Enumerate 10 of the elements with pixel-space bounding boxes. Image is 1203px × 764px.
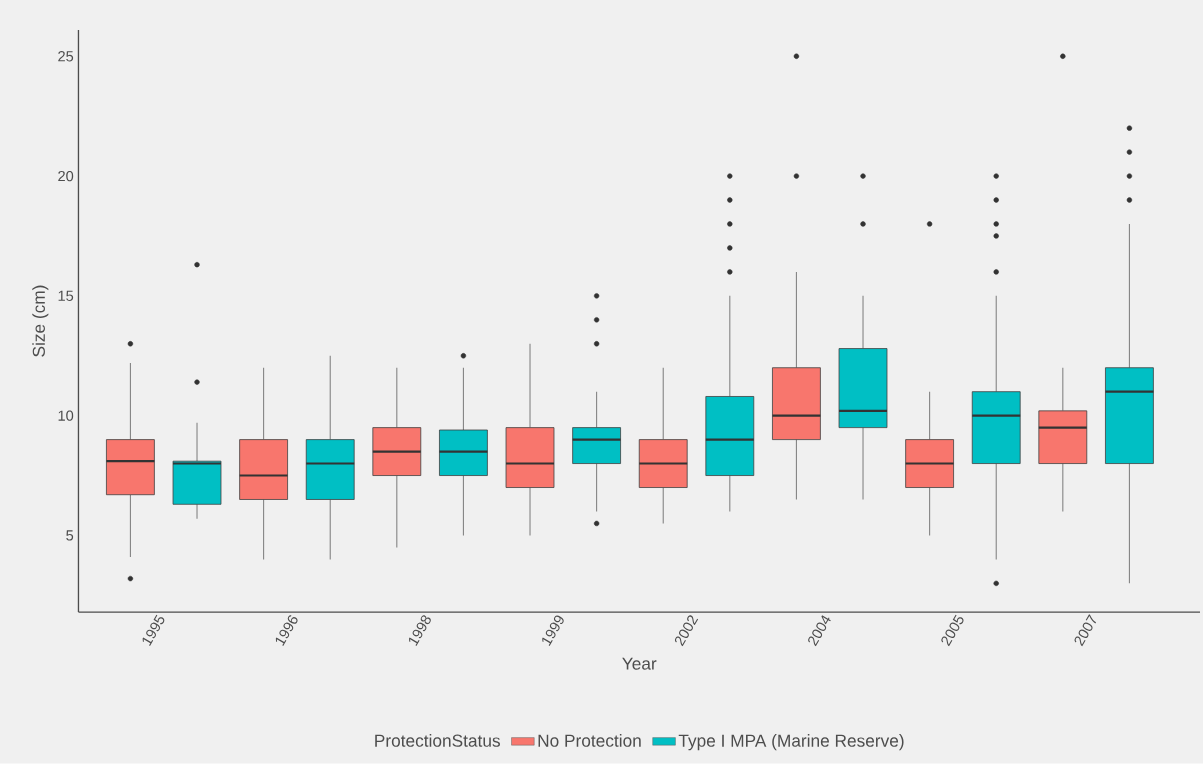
legend-title: ProtectionStatus xyxy=(375,734,500,747)
y-tick-label: 5 xyxy=(66,530,74,541)
y-tick-label: 15 xyxy=(58,290,74,302)
legend-label: No Protection xyxy=(538,734,641,747)
y-tick-label: 20 xyxy=(58,171,74,182)
y-axis-title: Size (cm) xyxy=(32,285,49,357)
legend-label: Type I MPA (Marine Reserve) xyxy=(678,734,904,751)
y-tick-label: 10 xyxy=(58,410,74,421)
x-axis-title: Year xyxy=(622,657,657,670)
y-tick-label: 25 xyxy=(58,51,74,62)
